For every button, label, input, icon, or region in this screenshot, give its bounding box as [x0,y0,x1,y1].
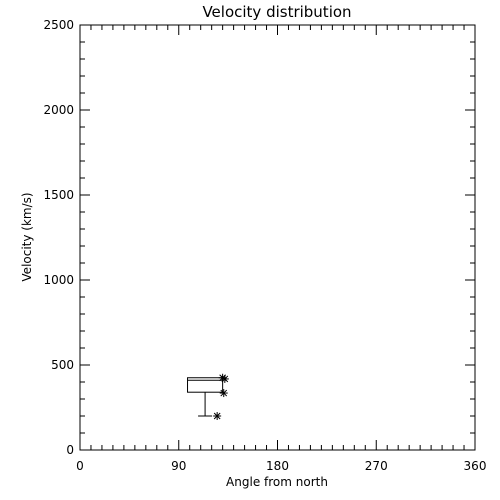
x-tick-label: 90 [171,459,186,473]
y-tick-labels: 0 500 1000 1500 2000 2500 [43,18,74,457]
y-tick-label: 500 [51,358,74,372]
y-tick-label: 2000 [43,103,74,117]
minor-ticks [80,25,475,450]
plot-frame [79,24,476,451]
y-tick-label: 1500 [43,188,74,202]
outlier-point [213,412,222,420]
outlier-point [219,389,228,398]
x-tick-label: 0 [76,459,84,473]
outlier-points [213,373,229,420]
outlier-point [220,374,229,383]
y-tick-label: 0 [66,443,74,457]
x-tick-label: 360 [464,459,487,473]
x-tick-labels: 0 90 180 270 360 [76,459,486,473]
y-tick-label: 1000 [43,273,74,287]
x-axis-label: Angle from north [226,475,328,489]
x-tick-label: 270 [365,459,388,473]
x-tick-label: 180 [266,459,289,473]
box-plot [187,377,224,417]
y-axis-label: Velocity (km/s) [20,192,34,281]
chart-title: Velocity distribution [202,3,351,21]
y-tick-label: 2500 [43,18,74,32]
major-ticks [79,24,476,451]
plot-area [79,24,476,451]
